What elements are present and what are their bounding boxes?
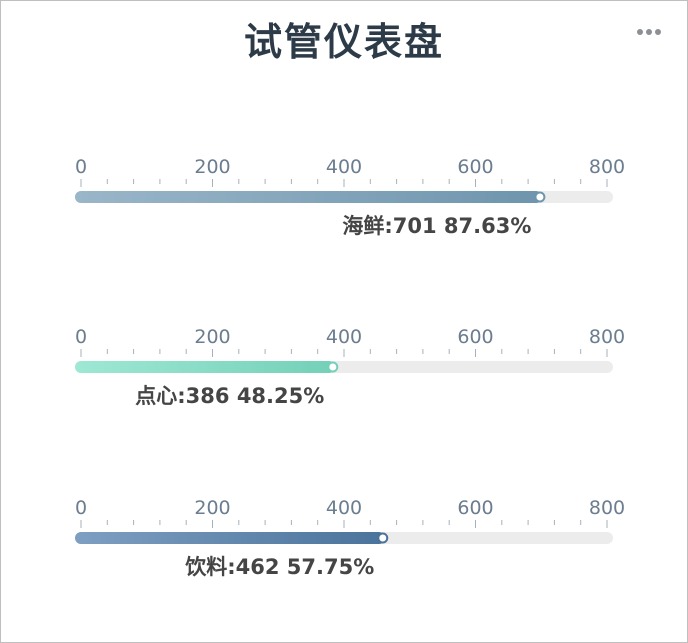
gauge-2: 0 200 400 600 800 饮料:462 57.75% <box>75 497 625 579</box>
gauge-value-label: 饮料:462 57.75% <box>184 555 374 579</box>
tick-label: 600 <box>457 497 493 519</box>
tick-label: 0 <box>75 326 87 348</box>
more-options-icon[interactable] <box>635 25 663 39</box>
tick-label: 600 <box>457 326 493 348</box>
tick-label: 800 <box>589 326 625 348</box>
gauge-1: 0 200 400 600 800 点心:386 48.25% <box>75 326 625 408</box>
tick-label: 200 <box>194 497 230 519</box>
tick-label: 600 <box>457 156 493 178</box>
tick-label: 400 <box>326 326 362 348</box>
gauge-end-marker <box>327 361 339 373</box>
tick-label: 0 <box>75 497 87 519</box>
gauge-end-marker <box>377 532 389 544</box>
tick-label: 800 <box>589 497 625 519</box>
tick-label: 800 <box>589 156 625 178</box>
more-dot <box>646 29 652 35</box>
tick-label: 400 <box>326 497 362 519</box>
gauge-value-label: 点心:386 48.25% <box>135 384 324 408</box>
gauge-fill-bar <box>75 361 335 373</box>
tick-label: 200 <box>194 326 230 348</box>
tick-label: 0 <box>75 156 87 178</box>
gauge-0: 0 200 400 600 800 海鲜:701 87.63% <box>75 156 625 238</box>
gauge-end-marker <box>534 191 546 203</box>
gauge-value-label: 海鲜:701 87.63% <box>342 214 531 238</box>
gauge-fill-bar <box>75 191 542 203</box>
gauge-fill-bar <box>75 532 385 544</box>
more-dot <box>655 29 661 35</box>
more-dot <box>637 29 643 35</box>
chart-title: 试管仪表盘 <box>243 20 444 64</box>
tick-label: 200 <box>194 156 230 178</box>
tick-label: 400 <box>326 156 362 178</box>
